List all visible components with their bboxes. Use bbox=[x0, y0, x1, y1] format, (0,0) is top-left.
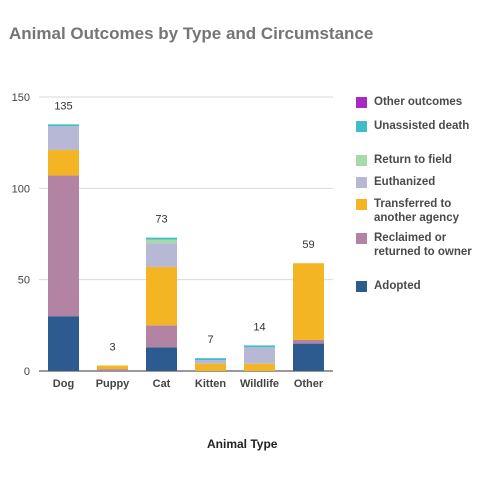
total-labels: 135 3 73 7 14 59 bbox=[54, 100, 314, 353]
bar-segment bbox=[195, 363, 226, 371]
x-tick-label: Wildlife bbox=[240, 378, 279, 390]
gridlines bbox=[39, 96, 333, 372]
legend-item[interactable]: Transferred to another agency bbox=[356, 197, 474, 225]
total-label: 73 bbox=[155, 214, 167, 226]
x-tick-label: Cat bbox=[153, 378, 171, 390]
bar-segment bbox=[244, 345, 275, 348]
x-tick-labels: Dog Puppy Cat Kitten Wildlife Other bbox=[53, 378, 324, 390]
bar-segment bbox=[146, 266, 177, 326]
legend-label: Reclaimed or returned to owner bbox=[374, 232, 472, 258]
bar-segment bbox=[97, 365, 128, 370]
bar-segment bbox=[195, 360, 226, 364]
bar-segment bbox=[293, 339, 324, 344]
y-tick-label: 50 bbox=[18, 275, 30, 287]
bar-segment bbox=[146, 325, 177, 348]
bar-segment bbox=[146, 243, 177, 267]
legend-label: Transferred to another agency bbox=[374, 198, 459, 224]
legend-label: Unassisted death bbox=[374, 120, 470, 132]
x-axis-title: Animal Type bbox=[207, 437, 278, 451]
bar-segment bbox=[146, 347, 177, 371]
bar-segment bbox=[244, 347, 275, 364]
bar-segment bbox=[293, 343, 324, 371]
bar-segment bbox=[48, 316, 79, 371]
legend-swatch bbox=[356, 121, 367, 132]
x-tick-label: Puppy bbox=[96, 378, 130, 390]
bar-segment bbox=[48, 124, 79, 127]
bar-segment bbox=[195, 358, 226, 361]
legend-swatch bbox=[356, 177, 367, 188]
y-tick-label: 150 bbox=[12, 92, 30, 104]
x-tick-label: Kitten bbox=[195, 378, 226, 390]
bar-segment bbox=[97, 369, 128, 371]
x-tick-label: Dog bbox=[53, 378, 74, 390]
x-tick-label: Other bbox=[294, 378, 324, 390]
total-label: 3 bbox=[109, 342, 115, 354]
legend-swatch bbox=[356, 97, 367, 108]
total-label: 7 bbox=[207, 334, 213, 346]
legend-swatch bbox=[356, 155, 367, 166]
legend-item[interactable]: Reclaimed or returned to owner bbox=[356, 231, 474, 259]
legend-item[interactable]: Unassisted death bbox=[356, 119, 474, 133]
bar-segment bbox=[293, 263, 324, 340]
y-tick-label: 0 bbox=[24, 366, 30, 378]
legend-label: Other outcomes bbox=[374, 96, 463, 108]
legend-item[interactable]: Other outcomes bbox=[356, 95, 474, 109]
bar-segment bbox=[146, 237, 177, 240]
legend-label: Adopted bbox=[374, 280, 421, 292]
legend-swatch bbox=[356, 233, 367, 244]
total-label: 135 bbox=[54, 100, 72, 112]
legend-label: Return to field bbox=[374, 154, 452, 166]
y-tick-labels: 0 50 100 150 bbox=[12, 92, 30, 378]
bar-segment bbox=[48, 149, 79, 176]
bars bbox=[48, 124, 324, 371]
total-label: 59 bbox=[302, 239, 314, 251]
legend-item[interactable]: Return to field bbox=[356, 153, 474, 167]
bar-segment bbox=[244, 363, 275, 371]
legend-swatch bbox=[356, 199, 367, 210]
bar-segment bbox=[48, 175, 79, 317]
legend-label: Euthanized bbox=[374, 176, 436, 188]
legend-item[interactable]: Euthanized bbox=[356, 175, 474, 189]
y-tick-label: 100 bbox=[12, 183, 30, 195]
bar-segment bbox=[48, 126, 79, 150]
legend-item[interactable]: Adopted bbox=[356, 279, 474, 293]
legend-swatch bbox=[356, 281, 367, 292]
bar-segment bbox=[146, 239, 177, 244]
chart-title: Animal Outcomes by Type and Circumstance bbox=[9, 24, 374, 43]
total-label: 14 bbox=[253, 321, 265, 333]
